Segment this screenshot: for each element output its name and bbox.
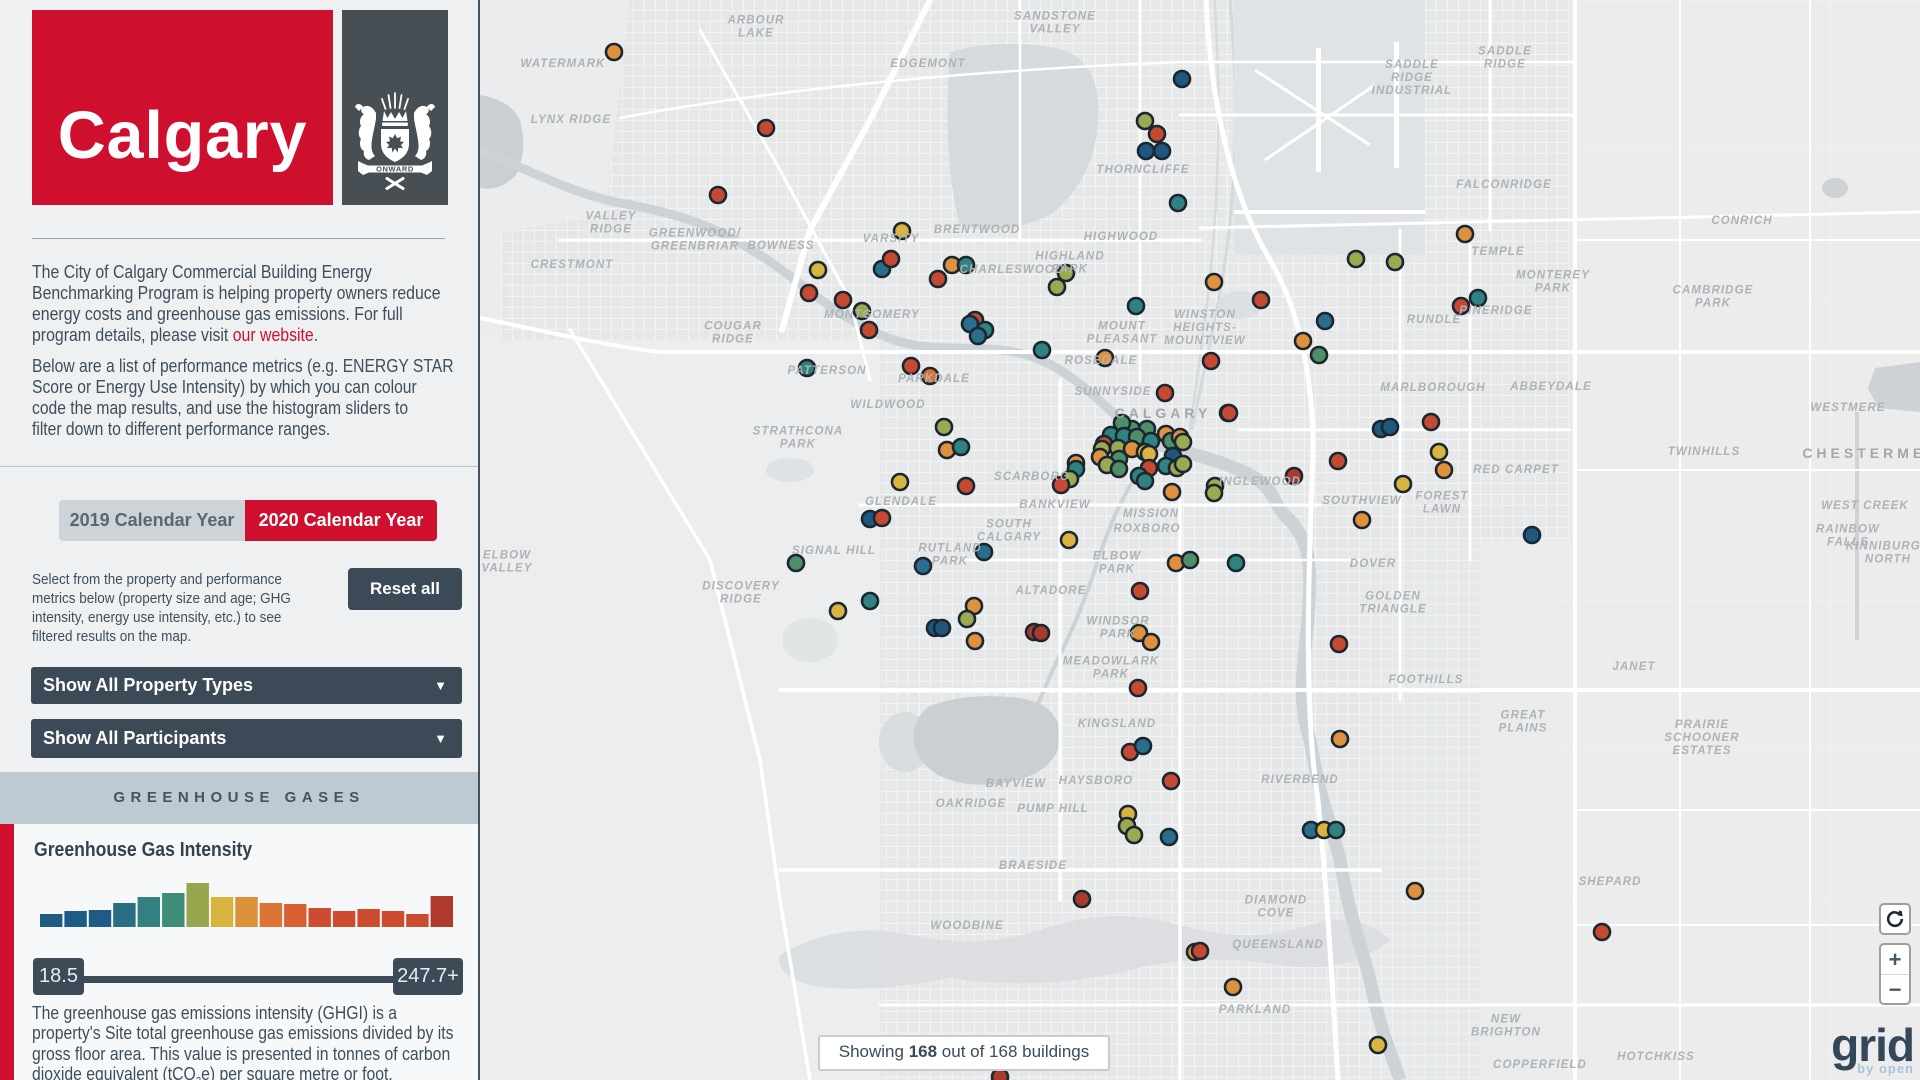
- svg-text:MONTGOMERY: MONTGOMERY: [824, 309, 920, 321]
- svg-text:VARSITY: VARSITY: [863, 233, 920, 245]
- svg-text:WESTMERE: WESTMERE: [1810, 402, 1885, 414]
- svg-text:HAYSBORO: HAYSBORO: [1059, 775, 1133, 787]
- svg-text:TWINHILLS: TWINHILLS: [1668, 446, 1741, 458]
- svg-text:THORNCLIFFE: THORNCLIFFE: [1096, 164, 1189, 176]
- svg-text:ABBEYDALE: ABBEYDALE: [1509, 381, 1591, 393]
- svg-text:CALGARY: CALGARY: [1115, 405, 1212, 421]
- svg-text:CONRICH: CONRICH: [1711, 215, 1772, 227]
- svg-text:FALCONRIDGE: FALCONRIDGE: [1456, 179, 1552, 191]
- svg-text:RUNDLE: RUNDLE: [1407, 314, 1462, 326]
- svg-text:QUEENSLAND: QUEENSLAND: [1232, 939, 1324, 951]
- svg-text:SIGNAL HILL: SIGNAL HILL: [792, 545, 876, 557]
- svg-text:ALTADORE: ALTADORE: [1015, 585, 1087, 597]
- svg-text:GLENDALE: GLENDALE: [865, 496, 937, 508]
- svg-text:BRENTWOOD: BRENTWOOD: [934, 224, 1021, 236]
- svg-text:PATTERSON: PATTERSON: [787, 365, 866, 377]
- svg-text:OAKRIDGE: OAKRIDGE: [936, 798, 1007, 810]
- svg-text:PARKLAND: PARKLAND: [1219, 1004, 1291, 1016]
- svg-text:BAYVIEW: BAYVIEW: [986, 778, 1047, 790]
- svg-text:MARLBOROUGH: MARLBOROUGH: [1380, 382, 1485, 394]
- svg-text:BANKVIEW: BANKVIEW: [1019, 499, 1090, 511]
- svg-text:ROSEDALE: ROSEDALE: [1065, 355, 1138, 367]
- svg-text:KINNIBURGHNORTH: KINNIBURGHNORTH: [1846, 541, 1920, 566]
- svg-text:WATERMARK: WATERMARK: [520, 58, 605, 70]
- svg-text:RED CARPET: RED CARPET: [1473, 464, 1559, 476]
- svg-text:TEMPLE: TEMPLE: [1471, 246, 1524, 258]
- svg-text:BRAESIDE: BRAESIDE: [999, 860, 1067, 872]
- svg-text:PUMP HILL: PUMP HILL: [1017, 803, 1088, 815]
- svg-text:HOTCHKISS: HOTCHKISS: [1617, 1051, 1695, 1063]
- svg-text:INGLEWOOD: INGLEWOOD: [1219, 476, 1301, 488]
- svg-text:CHARLESWOOD: CHARLESWOOD: [960, 264, 1065, 276]
- svg-text:SUNNYSIDE: SUNNYSIDE: [1075, 386, 1152, 398]
- svg-text:LYNX RIDGE: LYNX RIDGE: [531, 114, 611, 126]
- svg-text:WOODBINE: WOODBINE: [930, 920, 1003, 932]
- svg-text:CRESTMONT: CRESTMONT: [531, 259, 614, 271]
- svg-text:DOVER: DOVER: [1350, 558, 1396, 570]
- svg-text:ROXBORO: ROXBORO: [1113, 523, 1180, 535]
- svg-text:CHESTERMERE: CHESTERMERE: [1802, 445, 1920, 461]
- svg-text:SCARBORO: SCARBORO: [994, 471, 1070, 483]
- svg-text:MISSION: MISSION: [1123, 508, 1179, 520]
- svg-text:SHEPARD: SHEPARD: [1578, 876, 1641, 888]
- svg-text:PINERIDGE: PINERIDGE: [1459, 305, 1532, 317]
- svg-text:WEST CREEK: WEST CREEK: [1821, 500, 1909, 512]
- svg-text:RIVERBEND: RIVERBEND: [1261, 774, 1339, 786]
- svg-text:JANET: JANET: [1612, 661, 1655, 673]
- svg-text:ONWARD: ONWARD: [376, 165, 414, 174]
- svg-text:WILDWOOD: WILDWOOD: [850, 399, 925, 411]
- svg-text:PARKDALE: PARKDALE: [898, 373, 970, 385]
- svg-text:HIGHWOOD: HIGHWOOD: [1084, 231, 1159, 243]
- svg-text:SOUTHVIEW: SOUTHVIEW: [1322, 495, 1402, 507]
- svg-text:BOWNESS: BOWNESS: [747, 240, 814, 252]
- svg-text:FOOTHILLS: FOOTHILLS: [1388, 674, 1463, 686]
- svg-text:KINGSLAND: KINGSLAND: [1078, 718, 1156, 730]
- svg-text:EDGEMONT: EDGEMONT: [890, 58, 965, 70]
- svg-text:GREENWOOD/GREENBRIAR: GREENWOOD/GREENBRIAR: [649, 228, 742, 253]
- svg-text:COPPERFIELD: COPPERFIELD: [1493, 1059, 1587, 1071]
